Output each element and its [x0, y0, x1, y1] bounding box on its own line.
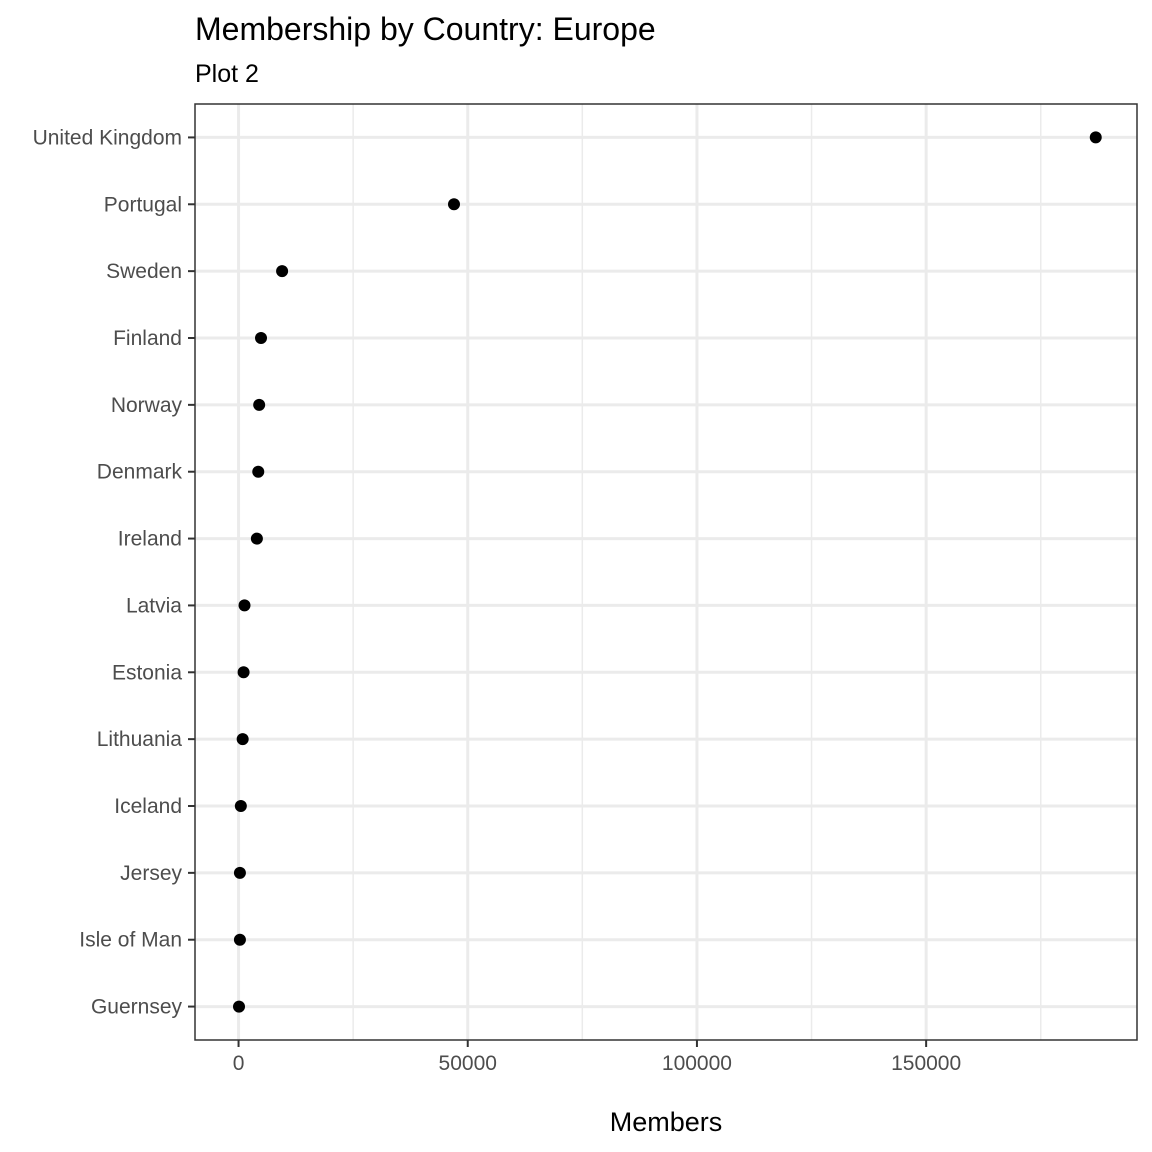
data-point-7 [238, 599, 251, 612]
data-point-12 [233, 933, 246, 946]
y-tick-label-6: Ireland [118, 528, 182, 551]
y-tick-label-8: Estonia [112, 661, 182, 684]
data-point-13 [233, 1000, 246, 1013]
y-tick-label-10: Iceland [114, 795, 182, 818]
data-point-2 [276, 265, 289, 278]
chart-subtitle: Plot 2 [195, 60, 259, 88]
y-tick-label-0: United Kingdom [33, 126, 182, 149]
x-tick-label-2: 100000 [662, 1052, 732, 1075]
panel-border [194, 103, 1138, 1041]
chart-title: Membership by Country: Europe [195, 11, 656, 47]
y-tick-label-2: Sweden [106, 260, 182, 283]
data-point-11 [233, 866, 246, 879]
data-points [233, 131, 1102, 1013]
y-tick-label-1: Portugal [104, 193, 182, 216]
x-axis-label: Members [610, 1107, 723, 1137]
x-axis: 0 50000 100000 150000 [233, 1040, 961, 1075]
y-tick-label-11: Jersey [120, 862, 182, 885]
y-tick-label-7: Latvia [126, 594, 182, 617]
data-point-1 [447, 198, 460, 211]
y-tick-label-3: Finland [113, 327, 182, 350]
data-point-4 [253, 398, 266, 411]
x-tick-label-0: 0 [233, 1052, 245, 1075]
data-point-10 [234, 800, 247, 812]
y-tick-label-13: Guernsey [91, 996, 183, 1019]
data-point-3 [255, 332, 268, 344]
data-point-9 [236, 733, 249, 746]
y-tick-label-12: Isle of Man [79, 929, 182, 952]
y-axis: United Kingdom Portugal Sweden Finland Norwa… [33, 126, 195, 1019]
data-point-0 [1089, 131, 1102, 144]
major-gridlines [195, 104, 1137, 1040]
x-tick-label-1: 50000 [439, 1052, 497, 1075]
data-point-5 [252, 465, 265, 478]
data-point-6 [250, 532, 263, 545]
data-point-8 [237, 666, 250, 679]
y-tick-label-9: Lithuania [97, 728, 183, 751]
y-tick-label-4: Norway [111, 394, 183, 417]
y-tick-label-5: Denmark [97, 461, 183, 484]
x-tick-label-3: 150000 [891, 1052, 961, 1075]
minor-gridlines [352, 104, 1042, 1040]
